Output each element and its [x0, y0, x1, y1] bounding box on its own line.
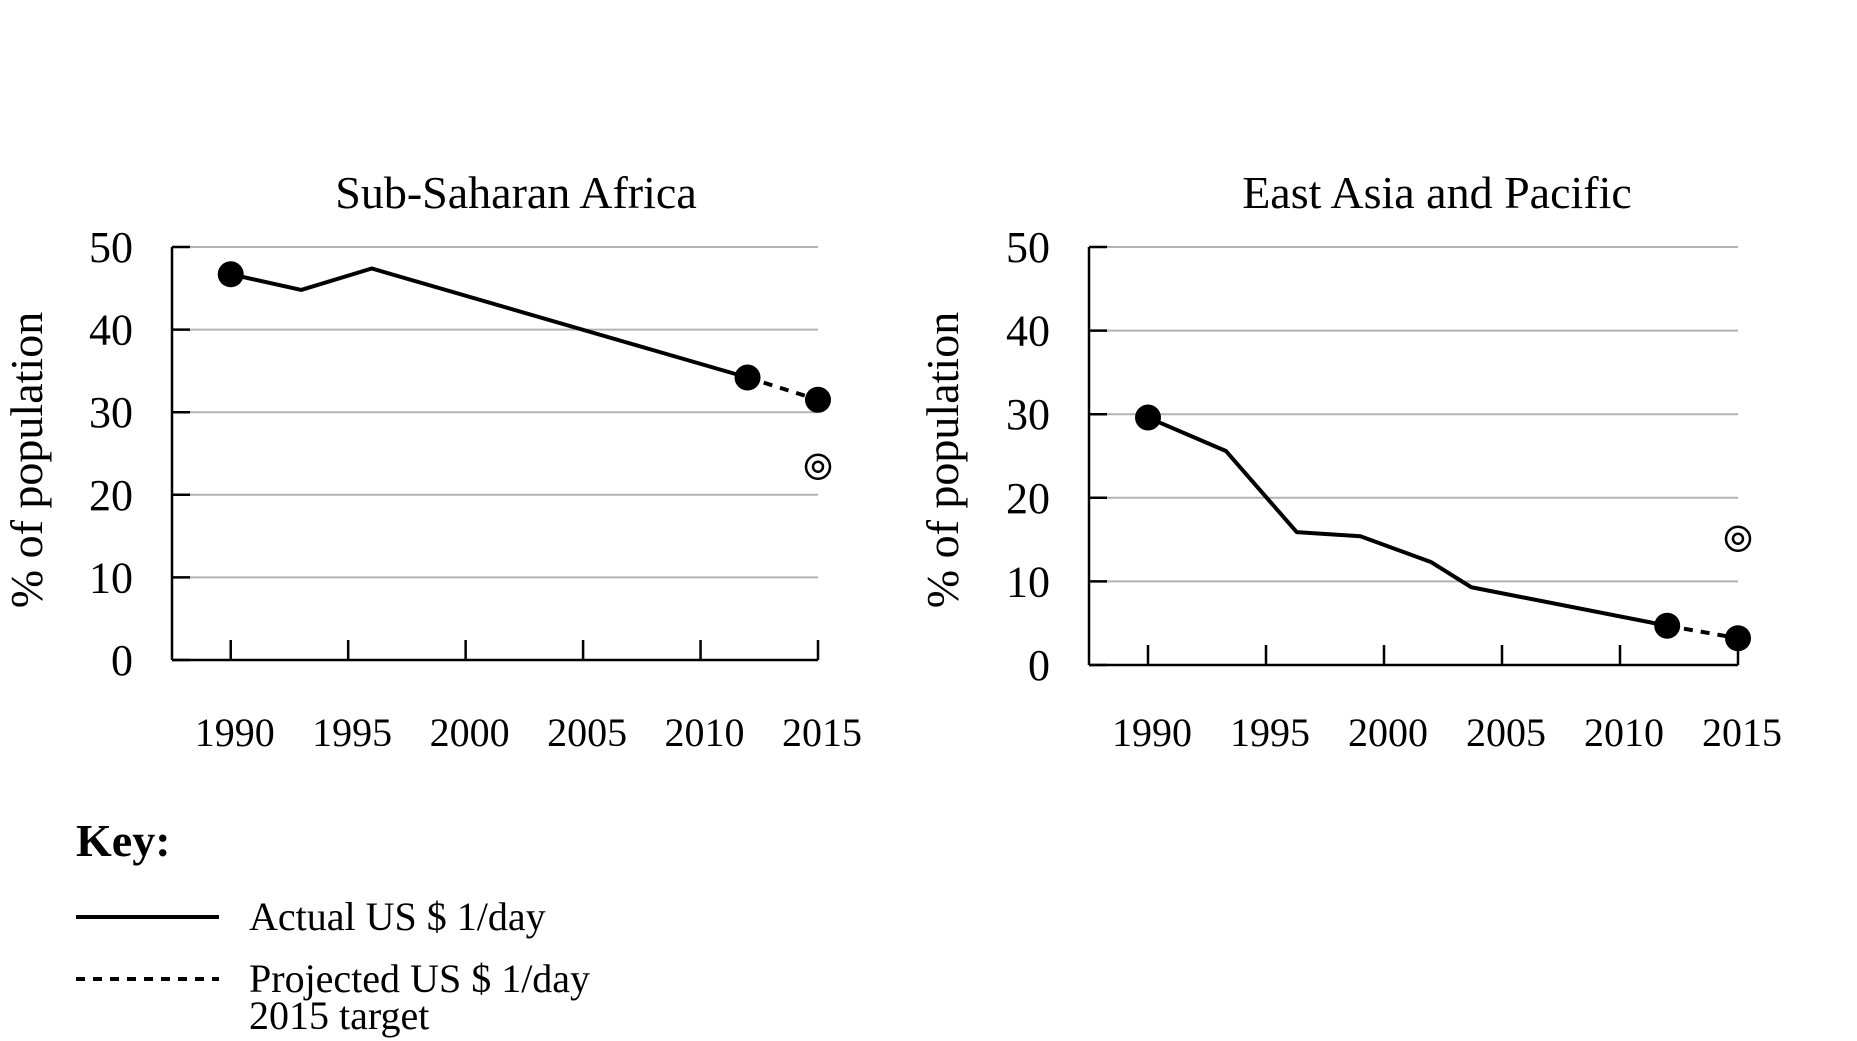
x-tick-label: 1995	[312, 710, 392, 755]
data-point-marker	[217, 261, 244, 288]
x-tick-label: 1990	[195, 710, 275, 755]
legend: Key: Actual US $ 1/day Projected US $ 1/…	[76, 815, 590, 1038]
y-tick-label: 20	[1006, 474, 1050, 523]
data-point-marker	[805, 386, 831, 413]
data-point-marker	[1135, 404, 1161, 431]
y-tick-label: 30	[89, 388, 133, 437]
y-tick-label: 10	[89, 553, 133, 602]
legend-target-label: 2015 target	[249, 993, 429, 1038]
target-marker-icon	[1724, 525, 1752, 553]
actual-series-line	[1147, 415, 1668, 628]
chart-title: Sub-Saharan Africa	[335, 167, 697, 218]
y-tick-label: 10	[1006, 557, 1050, 606]
y-tick-label: 30	[1006, 390, 1050, 439]
y-axis-label: % of population	[917, 312, 968, 608]
chart-panel-sub-saharan-africa: Sub-Saharan Africa % of population 0 10 20 30…	[1, 167, 862, 755]
x-tick-label: 2010	[1584, 710, 1664, 755]
actual-series-line	[230, 266, 749, 380]
data-point-marker	[1725, 625, 1751, 652]
legend-actual-label: Actual US $ 1/day	[249, 894, 546, 939]
target-marker-icon	[804, 453, 832, 480]
x-tick-label: 2000	[1348, 710, 1428, 755]
y-tick-label: 0	[111, 636, 133, 685]
y-axis-label: % of population	[1, 312, 52, 608]
legend-projected-label: Projected US $ 1/day	[249, 956, 590, 1001]
x-tick-label: 2000	[430, 710, 510, 755]
legend-title: Key:	[76, 815, 171, 866]
x-tick-label: 2005	[547, 710, 627, 755]
y-tick-label: 40	[1006, 307, 1050, 356]
y-tick-label: 20	[89, 471, 133, 520]
data-point-marker	[1654, 612, 1681, 639]
y-tick-label: 40	[89, 306, 133, 355]
x-tick-label: 2005	[1466, 710, 1546, 755]
chart-title: East Asia and Pacific	[1242, 167, 1632, 218]
chart-panel-east-asia-pacific: East Asia and Pacific % of population 0 10 2…	[917, 167, 1782, 755]
y-tick-label: 0	[1028, 641, 1050, 690]
x-tick-label: 1990	[1112, 710, 1192, 755]
y-tick-label: 50	[1006, 223, 1050, 272]
x-tick-label: 2015	[1702, 710, 1782, 755]
y-tick-label: 50	[89, 223, 133, 272]
projected-series-line	[746, 375, 819, 402]
x-tick-label: 2015	[782, 710, 862, 755]
data-point-marker	[734, 364, 761, 391]
x-tick-label: 1995	[1230, 710, 1310, 755]
x-tick-label: 2010	[665, 710, 745, 755]
